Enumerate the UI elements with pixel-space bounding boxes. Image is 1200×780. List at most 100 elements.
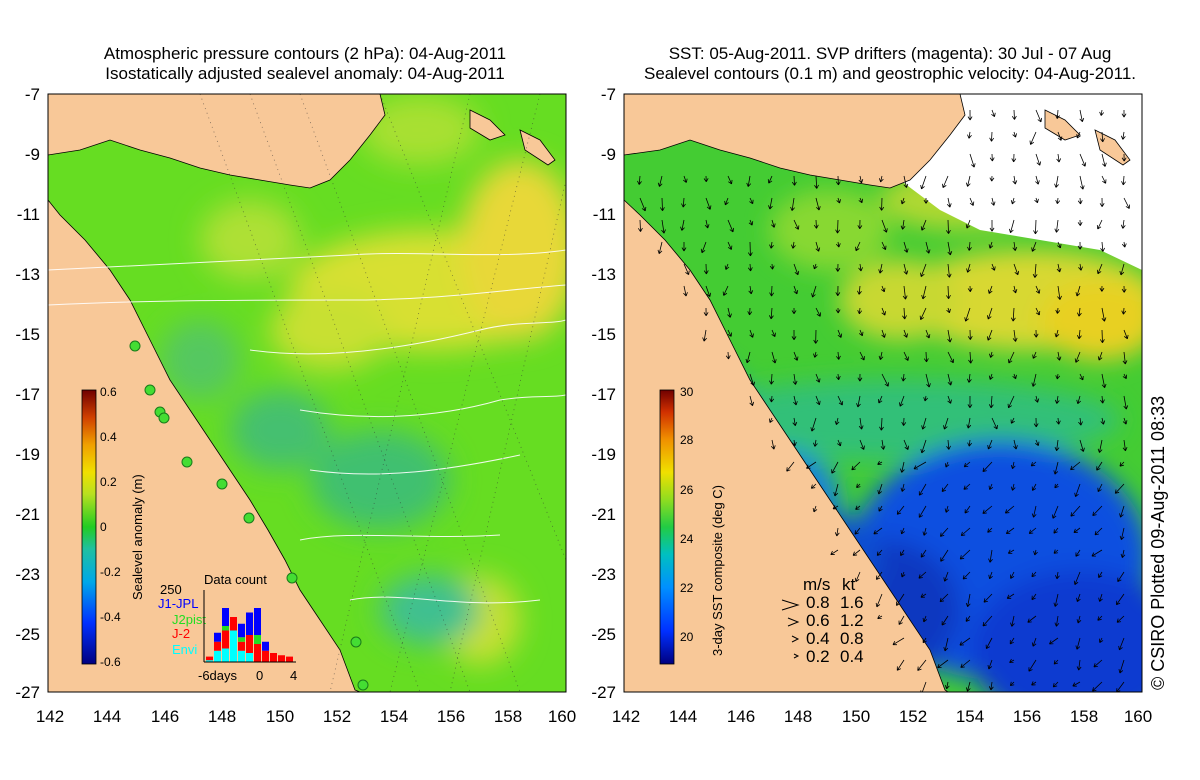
velocity-arrow (1053, 659, 1059, 665)
velocity-arrow (969, 153, 976, 168)
data-count-bar (262, 641, 269, 651)
velocity-arrow (683, 263, 690, 276)
velocity-arrow (988, 285, 993, 294)
velocity-arrow (1013, 263, 1020, 276)
velocity-arrow (1122, 417, 1128, 425)
velocity-arrow (968, 351, 973, 364)
svg-text:3-day SST composite (deg C): 3-day SST composite (deg C) (710, 485, 725, 656)
velocity-arrow (988, 373, 994, 380)
velocity-arrow (947, 329, 952, 343)
velocity-arrow (962, 571, 971, 580)
velocity-arrow (704, 219, 710, 229)
velocity-arrow (921, 417, 927, 430)
velocity-arrow (1035, 285, 1041, 294)
right-title-line1: SST: 05-Aug-2011. SVP drifters (magenta)… (668, 44, 1112, 63)
data-count-bar (278, 655, 285, 662)
velocity-arrow (806, 461, 817, 469)
velocity-arrow (727, 329, 732, 337)
svg-text:154: 154 (380, 707, 408, 726)
svg-text:-23: -23 (15, 565, 40, 584)
velocity-arrow (1055, 571, 1060, 580)
velocity-arrow (661, 219, 666, 234)
svg-text:148: 148 (208, 707, 236, 726)
velocity-arrow (1033, 549, 1038, 556)
velocity-arrow (947, 351, 955, 364)
velocity-arrow (834, 527, 840, 537)
velocity-arrow (769, 241, 774, 249)
right-map-panel: -7 -9 -11 -13 -15 -17 -19 -21 -23 -25 -2… (591, 85, 1152, 726)
velocity-arrow (836, 197, 841, 204)
velocity-arrow (813, 351, 818, 358)
velocity-arrow (964, 307, 971, 322)
velocity-arrow (960, 527, 971, 537)
velocity-arrow (1079, 373, 1084, 381)
velocity-arrow (985, 637, 993, 650)
velocity-arrow (1119, 461, 1125, 467)
data-count-bar (238, 641, 245, 651)
data-count-bar (270, 653, 277, 662)
velocity-arrow (815, 373, 821, 383)
velocity-arrow (1114, 483, 1125, 494)
velocity-arrow (815, 241, 821, 252)
svg-text:0.4: 0.4 (100, 430, 117, 444)
svg-text:-11: -11 (17, 205, 40, 224)
velocity-arrow (1120, 549, 1126, 558)
velocity-arrow (920, 681, 927, 692)
velocity-arrow (922, 527, 928, 536)
velocity-arrow (1053, 461, 1059, 475)
svg-text:0.6: 0.6 (100, 385, 117, 399)
velocity-arrow (1079, 439, 1085, 452)
data-count-bar (214, 650, 221, 662)
velocity-arrow (702, 329, 707, 342)
velocity-arrow (813, 439, 818, 447)
velocity-arrow (923, 197, 929, 204)
velocity-arrow (1031, 593, 1037, 601)
velocity-arrow (815, 197, 821, 211)
velocity-arrow (1101, 307, 1107, 322)
velocity-arrow (903, 263, 909, 275)
svg-text:22: 22 (680, 581, 694, 595)
velocity-arrow (900, 461, 905, 473)
svg-text:-21: -21 (15, 505, 40, 524)
velocity-arrow (1010, 615, 1015, 627)
svg-text:148: 148 (784, 707, 812, 726)
velocity-arrow (858, 329, 864, 337)
velocity-arrow (727, 241, 733, 250)
velocity-arrow (913, 461, 927, 470)
velocity-arrow (769, 285, 775, 297)
velocity-arrow (965, 681, 971, 692)
velocity-arrow (991, 109, 996, 118)
velocity-arrow (898, 615, 905, 625)
velocity-arrow (987, 659, 993, 670)
svg-text:4: 4 (290, 668, 297, 683)
data-count-bar (254, 608, 261, 635)
velocity-arrow (1057, 241, 1062, 249)
velocity-arrow (965, 175, 971, 187)
velocity-arrow (987, 439, 993, 450)
velocity-arrow (1122, 351, 1128, 365)
velocity-arrow (1055, 307, 1061, 314)
velocity-arrow (1116, 593, 1125, 606)
velocity-arrow (946, 307, 951, 314)
velocity-arrow (1072, 681, 1081, 687)
velocity-arrow (900, 571, 906, 578)
velocity-arrow (769, 395, 775, 403)
velocity-arrow (988, 571, 993, 580)
velocity-arrow (1005, 527, 1015, 535)
velocity-arrow (1035, 109, 1042, 123)
velocity-arrow (1097, 351, 1103, 361)
velocity-arrow (1118, 659, 1125, 674)
svg-text:156: 156 (437, 707, 465, 726)
velocity-arrow (1077, 241, 1083, 250)
velocity-arrow (1075, 637, 1081, 650)
velocity-arrow (1010, 197, 1016, 205)
velocity-arrow (810, 417, 817, 432)
velocity-arrow (832, 505, 839, 510)
velocity-arrow (790, 197, 795, 211)
velocity-arrow (939, 593, 949, 603)
velocity-arrow (881, 219, 888, 233)
velocity-arrow (967, 109, 973, 121)
velocity-arrow (834, 417, 840, 425)
velocity-arrow (1096, 263, 1103, 275)
velocity-arrow (727, 175, 733, 185)
